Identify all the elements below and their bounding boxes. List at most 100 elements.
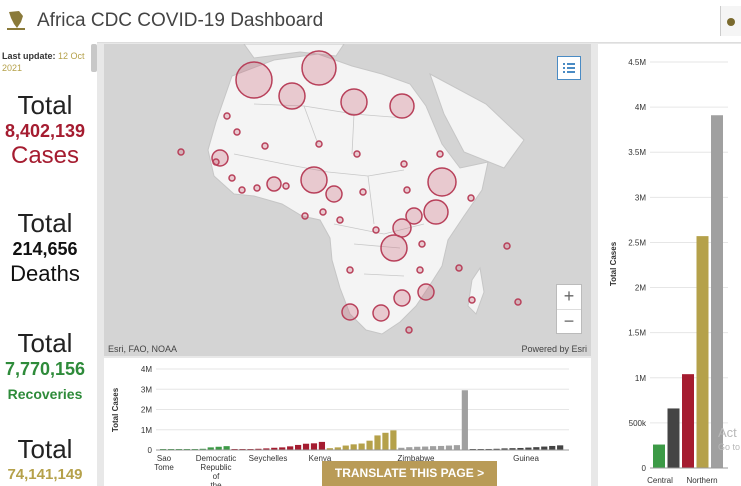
bar[interactable] xyxy=(255,448,262,450)
bar[interactable] xyxy=(414,446,421,450)
map-canvas[interactable] xyxy=(104,44,591,356)
bar[interactable] xyxy=(453,445,461,450)
case-bubble[interactable] xyxy=(223,112,231,120)
case-bubble[interactable] xyxy=(359,188,367,196)
case-bubbles[interactable] xyxy=(104,44,591,356)
bar[interactable] xyxy=(398,447,405,450)
bar[interactable] xyxy=(215,446,222,450)
case-bubble[interactable] xyxy=(389,93,415,119)
bar[interactable] xyxy=(366,440,373,450)
bar[interactable] xyxy=(445,445,453,450)
case-bubble[interactable] xyxy=(319,208,327,216)
bar[interactable] xyxy=(358,443,365,450)
bar[interactable] xyxy=(437,445,445,450)
bar[interactable] xyxy=(263,448,270,450)
bar[interactable] xyxy=(493,448,500,450)
bar[interactable] xyxy=(549,445,556,450)
bar[interactable] xyxy=(517,447,524,450)
case-bubble[interactable] xyxy=(315,140,323,148)
case-bubble[interactable] xyxy=(380,234,408,262)
bar[interactable] xyxy=(334,447,341,450)
bar[interactable] xyxy=(326,448,333,450)
region-bar[interactable] xyxy=(711,115,723,468)
case-bubble[interactable] xyxy=(423,199,449,225)
bar[interactable] xyxy=(485,448,492,450)
bar[interactable] xyxy=(350,444,357,450)
case-bubble[interactable] xyxy=(418,240,426,248)
bar[interactable] xyxy=(223,446,230,450)
case-bubble[interactable] xyxy=(405,326,413,334)
zoom-in-button[interactable]: + xyxy=(557,285,581,310)
case-bubble[interactable] xyxy=(235,61,273,99)
zoom-out-button[interactable]: − xyxy=(563,311,575,331)
case-bubble[interactable] xyxy=(372,304,390,322)
bar[interactable] xyxy=(310,443,318,450)
case-bubble[interactable] xyxy=(177,148,185,156)
case-bubble[interactable] xyxy=(341,303,359,321)
bar[interactable] xyxy=(525,447,532,450)
bar[interactable] xyxy=(287,446,294,450)
case-bubble[interactable] xyxy=(278,82,306,110)
case-bubble[interactable] xyxy=(301,50,337,86)
bar[interactable] xyxy=(342,445,349,450)
case-bubble[interactable] xyxy=(400,160,408,168)
bar[interactable] xyxy=(199,448,206,450)
bar[interactable] xyxy=(207,447,214,450)
region-bar[interactable] xyxy=(653,444,665,468)
region-bar[interactable] xyxy=(682,374,694,468)
bar[interactable] xyxy=(509,448,516,450)
bar[interactable] xyxy=(557,445,564,450)
case-bubble[interactable] xyxy=(253,184,261,192)
map-powered-by[interactable]: Powered by Esri xyxy=(521,344,587,354)
case-bubble[interactable] xyxy=(503,242,511,250)
bar[interactable] xyxy=(279,447,286,450)
bar[interactable] xyxy=(374,435,381,450)
case-bubble[interactable] xyxy=(436,150,444,158)
bar[interactable] xyxy=(302,443,310,450)
case-bubble[interactable] xyxy=(417,283,435,301)
case-bubble[interactable] xyxy=(514,298,522,306)
bar[interactable] xyxy=(541,446,548,450)
case-bubble[interactable] xyxy=(300,166,328,194)
case-bubble[interactable] xyxy=(353,150,361,158)
case-bubble[interactable] xyxy=(340,88,368,116)
case-bubble[interactable] xyxy=(301,212,309,220)
case-bubble[interactable] xyxy=(455,264,463,272)
case-bubble[interactable] xyxy=(393,289,411,307)
bar[interactable] xyxy=(318,441,326,450)
case-bubble[interactable] xyxy=(325,185,343,203)
case-bubble[interactable] xyxy=(228,174,236,182)
header-menu-button[interactable] xyxy=(720,6,741,36)
case-bubble[interactable] xyxy=(282,182,290,190)
case-bubble[interactable] xyxy=(238,186,246,194)
africa-map[interactable]: + − Esri, FAO, NOAA Powered by Esri xyxy=(104,44,591,356)
case-bubble[interactable] xyxy=(336,216,344,224)
bar[interactable] xyxy=(295,444,302,450)
case-bubble[interactable] xyxy=(372,226,380,234)
region-bar[interactable] xyxy=(667,408,680,468)
region-bar[interactable] xyxy=(696,236,709,468)
case-bubble[interactable] xyxy=(233,128,241,136)
bar[interactable] xyxy=(430,446,437,450)
case-bubble[interactable] xyxy=(261,142,269,150)
bar[interactable] xyxy=(390,430,397,450)
case-bubble[interactable] xyxy=(392,218,412,238)
case-bubble[interactable] xyxy=(403,186,411,194)
case-bubble[interactable] xyxy=(416,266,424,274)
sidebar-scrollbar[interactable] xyxy=(91,44,97,72)
case-bubble[interactable] xyxy=(427,167,457,197)
case-bubble[interactable] xyxy=(405,207,423,225)
bar[interactable] xyxy=(382,432,389,450)
bar[interactable] xyxy=(422,446,429,450)
legend-button[interactable] xyxy=(557,56,581,80)
bar[interactable] xyxy=(271,447,278,450)
case-bubble[interactable] xyxy=(212,158,220,166)
translate-page-button[interactable]: TRANSLATE THIS PAGE > xyxy=(322,461,497,486)
bar[interactable] xyxy=(461,390,468,450)
case-bubble[interactable] xyxy=(467,194,475,202)
case-bubble[interactable] xyxy=(346,266,354,274)
case-bubble[interactable] xyxy=(211,149,229,167)
bar[interactable] xyxy=(533,447,540,450)
case-bubble[interactable] xyxy=(468,296,476,304)
bar[interactable] xyxy=(406,447,413,450)
